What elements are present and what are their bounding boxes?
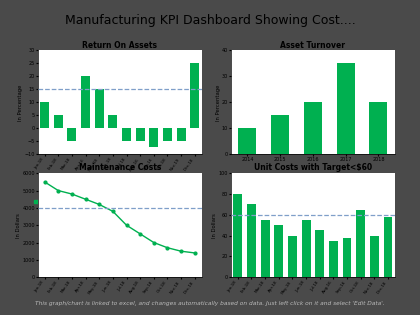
Bar <box>122 129 131 141</box>
Y-axis label: In Dollars: In Dollars <box>16 213 21 238</box>
Bar <box>68 129 76 141</box>
Bar <box>370 236 379 277</box>
Bar <box>247 204 256 277</box>
Y-axis label: In Dollars: In Dollars <box>213 213 218 238</box>
Bar <box>261 220 270 277</box>
Bar <box>370 102 387 154</box>
Bar <box>234 194 242 277</box>
Legend: ROA, Trend Line (ROA): ROA, Trend Line (ROA) <box>32 198 97 206</box>
Bar <box>136 129 144 141</box>
Bar <box>239 129 256 154</box>
Bar <box>356 210 365 277</box>
Bar <box>288 236 297 277</box>
Text: Manufacturing KPI Dashboard Showing Cost....: Manufacturing KPI Dashboard Showing Cost… <box>65 14 355 27</box>
Title: Asset Turnover: Asset Turnover <box>281 41 345 50</box>
Title: Unit Costs with Target<$60: Unit Costs with Target<$60 <box>254 163 372 173</box>
Bar <box>315 231 324 277</box>
Bar <box>163 129 172 141</box>
Y-axis label: In Percentage: In Percentage <box>215 84 220 121</box>
Bar <box>190 63 199 129</box>
Bar <box>81 76 90 129</box>
Bar <box>343 238 352 277</box>
Bar <box>274 225 283 277</box>
Bar <box>95 89 104 129</box>
Bar <box>329 241 338 277</box>
Title: Return On Assets: Return On Assets <box>82 41 157 50</box>
Bar <box>177 129 186 141</box>
Bar <box>108 115 117 129</box>
Y-axis label: In Percentage: In Percentage <box>18 84 23 121</box>
Bar <box>271 115 289 154</box>
Title: Maintenance Costs: Maintenance Costs <box>79 163 161 173</box>
Bar <box>304 102 322 154</box>
Bar <box>40 102 49 129</box>
Bar <box>302 220 310 277</box>
Bar <box>383 217 392 277</box>
Bar <box>54 115 63 129</box>
Text: This graph/chart is linked to excel, and changes automatically based on data. Ju: This graph/chart is linked to excel, and… <box>35 301 385 306</box>
Bar <box>337 63 354 154</box>
Bar <box>150 129 158 146</box>
